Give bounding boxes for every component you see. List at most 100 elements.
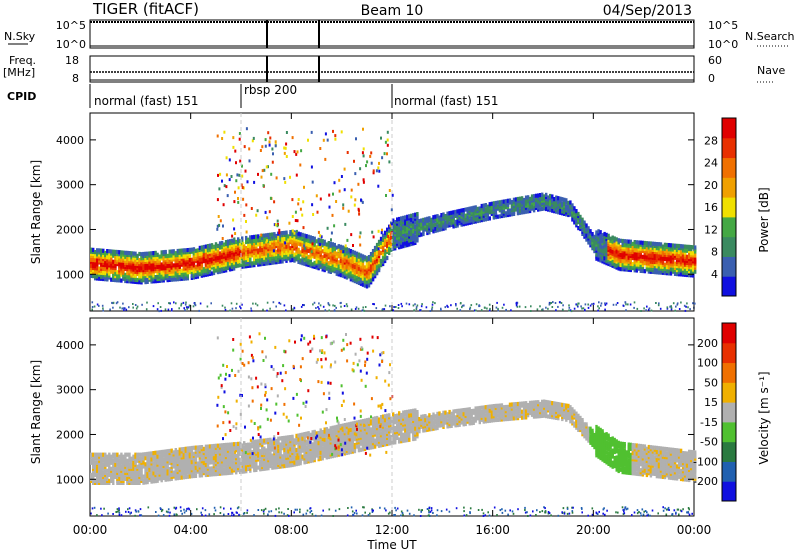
scatter-cell <box>363 178 365 181</box>
scatter-cell <box>257 251 259 254</box>
scatter-cell <box>318 231 320 234</box>
noise-cell <box>633 307 635 309</box>
noise-cell <box>267 302 269 304</box>
noise-cell <box>135 304 137 306</box>
noise-cell <box>225 309 227 311</box>
noise-cell <box>489 308 491 310</box>
noise-cell <box>255 303 257 305</box>
noise-cell <box>335 307 337 309</box>
scatter-cell <box>345 244 347 247</box>
echo-cell <box>565 198 567 202</box>
echo-cell <box>398 221 400 225</box>
echo-cell <box>217 456 219 460</box>
noise-cell <box>328 302 330 304</box>
scatter-cell <box>387 235 389 238</box>
noise-cell <box>320 304 322 306</box>
echo-cell <box>233 256 235 260</box>
noise-cell <box>373 303 375 305</box>
noise-cell <box>637 308 639 310</box>
scatter-cell <box>266 216 268 219</box>
echo-cell <box>201 264 203 268</box>
noise-cell <box>426 306 428 308</box>
echo-cell <box>505 199 507 203</box>
noise-cell <box>132 303 134 305</box>
scatter-cell <box>381 156 383 159</box>
scatter-cell <box>337 249 339 252</box>
noise-cell <box>184 309 186 311</box>
scatter-cell <box>350 195 352 198</box>
scatter-cell <box>291 198 293 201</box>
noise-cell <box>315 307 317 309</box>
noise-cell <box>593 303 595 305</box>
echo-cell <box>156 467 158 471</box>
noise-cell <box>530 305 532 307</box>
scatter-cell <box>391 208 393 211</box>
scatter-cell <box>358 208 360 211</box>
noise-cell <box>137 306 139 308</box>
noise-cell <box>257 304 259 306</box>
noise-cell <box>673 302 675 304</box>
noise-cell <box>153 305 155 307</box>
scatter-cell <box>223 131 225 134</box>
y-tick-label: 1000 <box>56 268 84 281</box>
scatter-cell <box>223 203 225 206</box>
noise-cell <box>568 309 570 311</box>
noise-cell <box>303 304 305 306</box>
scatter-cell <box>243 214 245 217</box>
echo-cell <box>126 271 128 275</box>
noise-cell <box>461 306 463 308</box>
scatter-cell <box>262 169 264 172</box>
scatter-cell <box>226 156 228 159</box>
scatter-cell <box>387 139 389 142</box>
scatter-cell <box>334 134 336 137</box>
colorbar-tick-label: 8 <box>711 246 718 259</box>
scatter-cell <box>217 174 219 177</box>
noise-cell <box>497 308 499 310</box>
noise-cell <box>634 301 636 303</box>
echo-cell <box>203 245 205 249</box>
scatter-cell <box>218 187 220 190</box>
echo-cell <box>609 263 611 267</box>
noise-cell <box>328 309 330 311</box>
noise-cell <box>667 306 669 308</box>
noise-cell <box>91 309 93 311</box>
scatter-cell <box>354 172 356 175</box>
echo-cell <box>112 459 114 463</box>
echo-cell <box>247 443 249 447</box>
echo-cell <box>293 259 295 263</box>
scatter-cell <box>232 136 234 139</box>
noise-cell <box>658 302 660 304</box>
noise-cell <box>344 305 346 307</box>
echo-cell <box>324 258 326 262</box>
noise-cell <box>545 307 547 309</box>
echo-cell <box>263 250 265 254</box>
echo-cell <box>263 234 265 238</box>
scatter-cell <box>362 151 364 154</box>
echo-cell <box>96 475 98 479</box>
scatter-cell <box>298 198 300 201</box>
scatter-cell <box>272 152 274 155</box>
scatter-cell <box>370 151 372 154</box>
noise-cell <box>687 306 689 308</box>
echo-cell <box>126 453 128 457</box>
scatter-cell <box>231 235 233 238</box>
scatter-cell <box>218 224 220 227</box>
scatter-cell <box>344 188 346 191</box>
echo-cell <box>670 259 672 263</box>
scatter-cell <box>373 235 375 238</box>
scatter-cell <box>261 176 263 179</box>
scatter-cell <box>381 231 383 234</box>
echo-cell <box>368 255 370 259</box>
noise-cell <box>251 310 253 312</box>
noise-cell <box>591 303 593 305</box>
noise-cell <box>625 309 627 311</box>
scatter-cell <box>260 149 262 152</box>
noise-cell <box>123 309 125 311</box>
scatter-cell <box>227 194 229 197</box>
echo-cell <box>384 241 386 245</box>
noise-cell <box>446 305 448 307</box>
noise-cell <box>109 309 111 311</box>
scatter-cell <box>304 247 306 250</box>
echo-cell <box>354 251 356 255</box>
scatter-cell <box>359 244 361 247</box>
